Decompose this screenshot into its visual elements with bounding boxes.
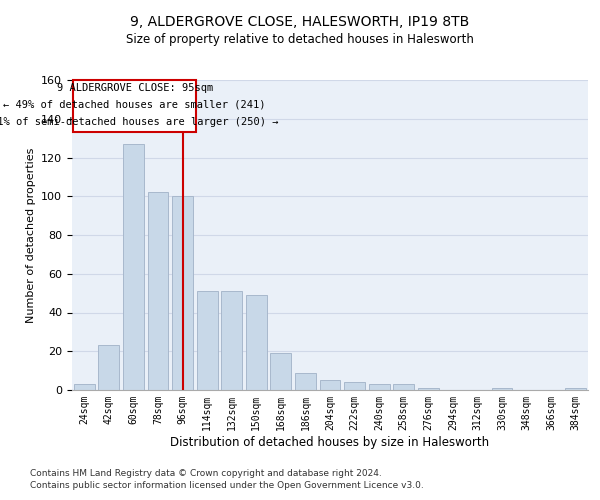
- Bar: [565, 388, 586, 390]
- Bar: [221, 291, 242, 390]
- Text: 9 ALDERGROVE CLOSE: 95sqm: 9 ALDERGROVE CLOSE: 95sqm: [56, 82, 213, 92]
- Bar: [491, 388, 512, 390]
- Text: Contains public sector information licensed under the Open Government Licence v3: Contains public sector information licen…: [30, 481, 424, 490]
- Bar: [73, 80, 196, 132]
- Bar: [172, 196, 193, 390]
- Bar: [418, 388, 439, 390]
- Text: Contains HM Land Registry data © Crown copyright and database right 2024.: Contains HM Land Registry data © Crown c…: [30, 468, 382, 477]
- Bar: [197, 291, 218, 390]
- Bar: [271, 353, 292, 390]
- Bar: [246, 295, 267, 390]
- Bar: [295, 372, 316, 390]
- Bar: [320, 380, 340, 390]
- Bar: [123, 144, 144, 390]
- Text: 9, ALDERGROVE CLOSE, HALESWORTH, IP19 8TB: 9, ALDERGROVE CLOSE, HALESWORTH, IP19 8T…: [130, 15, 470, 29]
- Bar: [344, 382, 365, 390]
- Text: 51% of semi-detached houses are larger (250) →: 51% of semi-detached houses are larger (…: [0, 116, 278, 126]
- Bar: [148, 192, 169, 390]
- Bar: [74, 384, 95, 390]
- Bar: [368, 384, 389, 390]
- Bar: [98, 346, 119, 390]
- Y-axis label: Number of detached properties: Number of detached properties: [26, 148, 35, 322]
- Text: Size of property relative to detached houses in Halesworth: Size of property relative to detached ho…: [126, 32, 474, 46]
- Text: Distribution of detached houses by size in Halesworth: Distribution of detached houses by size …: [170, 436, 490, 449]
- Text: ← 49% of detached houses are smaller (241): ← 49% of detached houses are smaller (24…: [4, 99, 266, 109]
- Bar: [393, 384, 414, 390]
